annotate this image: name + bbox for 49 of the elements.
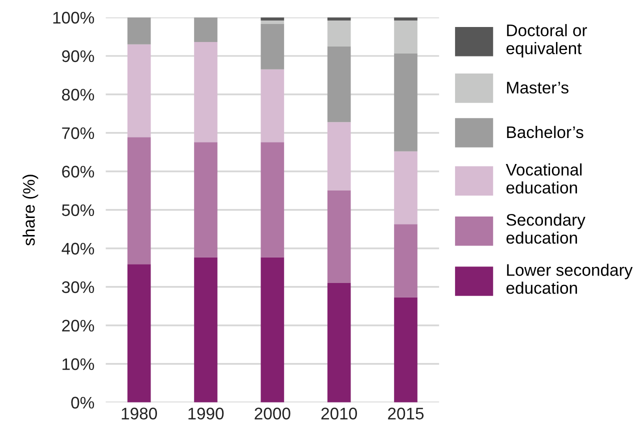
legend-label: Lower secondary education [506, 264, 633, 294]
x-tick-label: 2000 [254, 408, 290, 420]
legend-label: Bachelor’s [507, 126, 584, 138]
bar [194, 17, 218, 42]
bar [327, 190, 351, 284]
y-tick-label: 50% [62, 204, 94, 216]
bar [194, 142, 218, 258]
y-tick-label: 90% [62, 50, 94, 62]
bar [127, 137, 151, 264]
y-tick-label: 0% [71, 396, 94, 409]
legend-label: Master’s [507, 82, 568, 94]
bar [260, 24, 284, 70]
x-tick-label: 2010 [321, 408, 357, 420]
bar [127, 17, 151, 44]
legend-label: Vocational education [506, 163, 582, 194]
bar [394, 297, 418, 402]
bar [327, 17, 351, 20]
bar [260, 17, 284, 20]
bar [394, 151, 418, 224]
bar [260, 142, 284, 258]
y-tick-label: 30% [62, 281, 94, 294]
y-tick-label: 20% [62, 320, 94, 332]
bar [327, 46, 351, 122]
bar [394, 20, 418, 54]
bar [194, 42, 218, 142]
y-tick-label: 70% [62, 127, 94, 140]
bar [127, 264, 151, 402]
legend-label: Doctoral or equivalent [506, 24, 587, 58]
x-tick-label: 1980 [122, 408, 157, 420]
y-tick-label: 40% [62, 242, 94, 255]
y-axis-title: share (%) [22, 174, 38, 246]
y-tick-label: 60% [62, 166, 94, 178]
y-tick-label: 100% [53, 12, 94, 24]
bar [327, 283, 351, 402]
bar [327, 122, 351, 190]
bar [327, 20, 351, 46]
y-tick-label: 10% [62, 358, 94, 370]
bar [394, 17, 418, 20]
bar [260, 257, 284, 402]
bar [127, 44, 151, 138]
bar [394, 53, 418, 152]
bar [260, 20, 284, 24]
x-tick-label: 2015 [388, 408, 424, 420]
bar [394, 224, 418, 298]
legend-label: Secondary education [506, 214, 586, 244]
bar [260, 69, 284, 142]
y-tick-label: 80% [62, 88, 94, 101]
bar [194, 257, 218, 402]
x-tick-label: 1990 [188, 408, 224, 420]
